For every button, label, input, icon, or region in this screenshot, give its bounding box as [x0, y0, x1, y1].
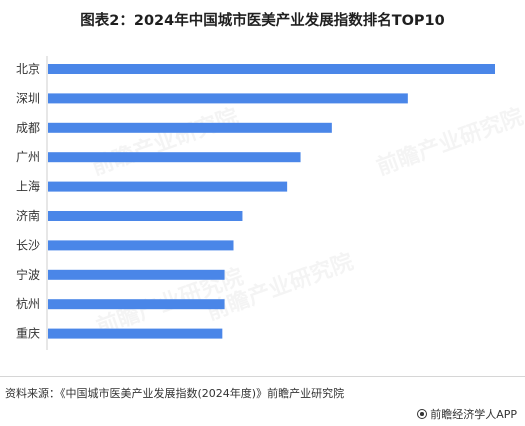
source-note: 资料来源：《中国城市医美产业发展指数(2024年度)》前瞻产业研究院	[5, 387, 345, 400]
footer-divider	[0, 376, 525, 377]
category-label: 长沙	[16, 238, 40, 252]
category-label: 广州	[16, 150, 40, 164]
chart-title: 图表2：2024年中国城市医美产业发展指数排名TOP10	[80, 13, 445, 29]
bar-0	[48, 64, 495, 74]
category-label: 深圳	[16, 91, 40, 105]
watermark-text: 前瞻产业研究院	[373, 104, 525, 181]
bars-group	[48, 64, 495, 339]
app-logo-icon	[417, 409, 428, 419]
watermark-text: 前瞻产业研究院	[88, 104, 242, 181]
bar-6	[48, 240, 234, 251]
credit-text: 前瞻经济学人APP	[430, 408, 517, 421]
category-label: 北京	[16, 62, 40, 76]
bar-7	[48, 269, 225, 280]
category-label: 重庆	[16, 327, 40, 341]
category-label: 济南	[16, 208, 40, 223]
category-label: 上海	[16, 179, 40, 194]
bar-8	[48, 299, 225, 310]
bar-1	[48, 93, 408, 104]
bar-9	[48, 328, 223, 339]
bar-2	[48, 122, 332, 133]
credit-line: 前瞻经济学人APP	[417, 406, 517, 422]
bar-4	[48, 181, 288, 192]
bar-3	[48, 152, 301, 163]
bar-5	[48, 211, 243, 221]
category-label: 杭州	[16, 296, 40, 311]
category-label: 成都	[16, 121, 40, 135]
category-label: 宁波	[16, 267, 40, 282]
